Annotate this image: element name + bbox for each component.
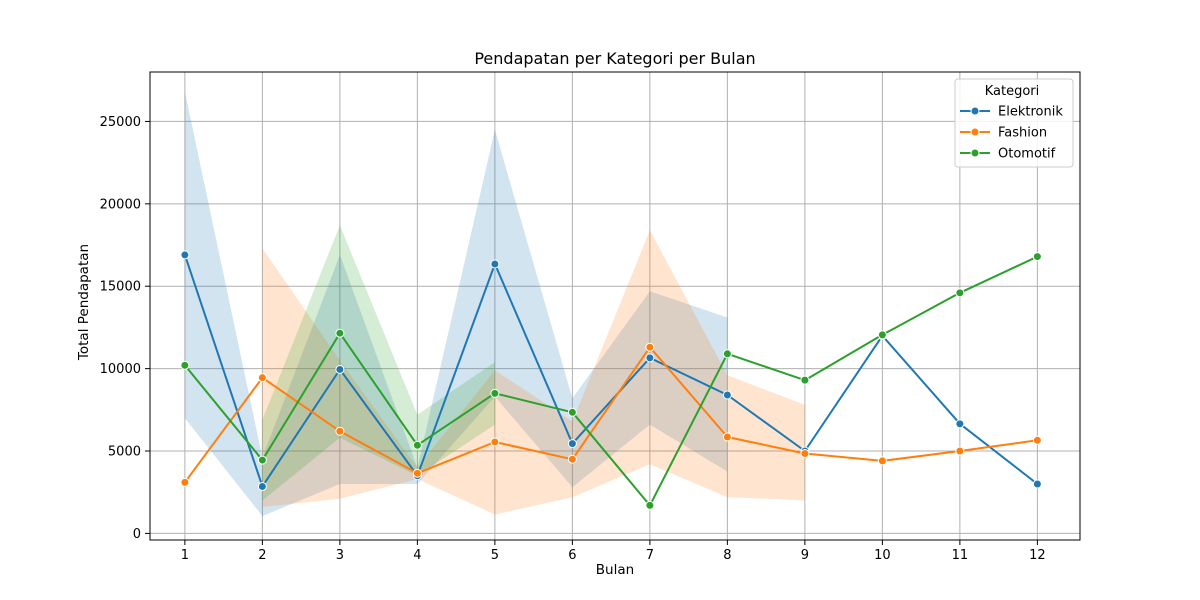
x-tick-label: 1 xyxy=(181,548,189,563)
confidence-band xyxy=(184,91,728,517)
data-point xyxy=(800,375,810,385)
series-line xyxy=(184,255,1038,507)
legend-swatch-marker xyxy=(970,127,980,137)
x-tick-label: 10 xyxy=(874,548,891,563)
data-point xyxy=(490,437,500,447)
legend-label: Elektronik xyxy=(998,105,1063,120)
data-point xyxy=(257,481,267,491)
legend-swatch-marker xyxy=(970,106,980,116)
series-line xyxy=(183,254,1039,488)
data-point xyxy=(490,259,500,269)
data-point xyxy=(567,407,577,417)
chart-title: Pendapatan per Kategori per Bulan xyxy=(474,49,755,68)
y-tick-label: 10000 xyxy=(100,362,141,377)
legend: Kategori Elektronik Fashion Otomotif xyxy=(954,78,1074,168)
data-point xyxy=(335,328,345,338)
data-point xyxy=(257,373,267,383)
x-tick-label: 2 xyxy=(258,548,266,563)
data-point xyxy=(955,288,965,298)
data-point xyxy=(257,455,267,465)
data-point xyxy=(800,448,810,458)
data-point xyxy=(1032,435,1042,445)
legend-box xyxy=(954,78,1074,168)
x-tick-label: 6 xyxy=(568,548,576,563)
data-point xyxy=(1032,479,1042,489)
data-point xyxy=(645,342,655,352)
legend-entries: Elektronik Fashion Otomotif xyxy=(960,105,1063,162)
y-tick-label: 25000 xyxy=(100,115,141,130)
data-point xyxy=(335,364,345,374)
confidence-band xyxy=(262,230,805,515)
data-point xyxy=(412,468,422,478)
x-axis-label: Bulan xyxy=(596,562,634,578)
x-tick-label: 11 xyxy=(952,548,969,563)
data-point xyxy=(180,477,190,487)
legend-title: Kategori xyxy=(985,84,1040,99)
plot-frame xyxy=(149,71,1081,541)
data-point xyxy=(567,439,577,449)
x-tick-label: 5 xyxy=(491,548,499,563)
x-tick-label: 8 xyxy=(723,548,731,563)
legend-label: Fashion xyxy=(998,126,1047,141)
data-point xyxy=(722,349,732,359)
y-tick-label: 20000 xyxy=(100,197,141,212)
data-point xyxy=(645,353,655,363)
data-point xyxy=(722,390,732,400)
data-point xyxy=(412,440,422,450)
y-tick-label: 0 xyxy=(133,527,141,542)
data-point xyxy=(1032,252,1042,262)
x-tick-label: 4 xyxy=(413,548,421,563)
data-point xyxy=(180,360,190,370)
x-tick-label: 12 xyxy=(1029,548,1046,563)
data-point xyxy=(335,426,345,436)
data-point xyxy=(645,500,655,510)
y-axis-label: Total Pendapatan xyxy=(76,244,92,361)
data-point xyxy=(955,419,965,429)
x-tick-label: 3 xyxy=(336,548,344,563)
legend-swatch-marker xyxy=(970,148,980,158)
data-point xyxy=(490,388,500,398)
y-tick-label: 5000 xyxy=(108,445,141,460)
data-point xyxy=(567,454,577,464)
x-tick-label: 9 xyxy=(801,548,809,563)
data-point xyxy=(955,446,965,456)
series-line xyxy=(184,346,1038,483)
data-point xyxy=(877,456,887,466)
y-tick-label: 15000 xyxy=(100,280,141,295)
data-point xyxy=(722,432,732,442)
data-point xyxy=(877,330,887,340)
x-tick-label: 7 xyxy=(646,548,654,563)
data-point xyxy=(180,250,190,260)
legend-label: Otomotif xyxy=(998,147,1056,162)
